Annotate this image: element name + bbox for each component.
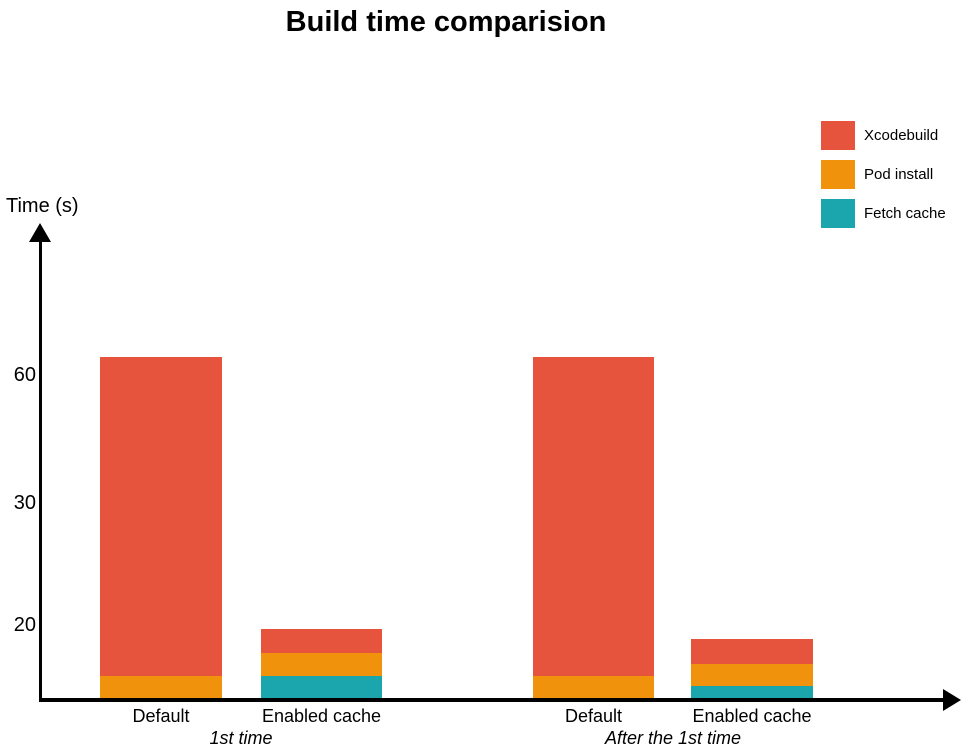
x-category-label-1st-time-enabled-cache: Enabled cache [261, 706, 382, 726]
legend-label: Pod install [864, 166, 934, 183]
bar-segment-after-the-1st-time-enabled-cache-pod-install [691, 664, 813, 686]
x-category-label-1st-time-default: Default [132, 706, 190, 726]
bar-segment-1st-time-enabled-cache-pod-install [261, 653, 382, 676]
x-category-label-after-the-1st-time-default: Default [564, 706, 623, 726]
x-category-label-after-the-1st-time-enabled-cache: Enabled cache [692, 706, 812, 726]
bar-segment-after-the-1st-time-default-pod-install [533, 676, 654, 698]
bar-segment-1st-time-default-xcodebuild [100, 357, 222, 676]
bar-segment-1st-time-default-pod-install [100, 676, 222, 698]
legend-swatch-fetch-cache [821, 199, 855, 228]
legend-item-pod-install: Pod install [821, 160, 946, 189]
bar-segment-after-the-1st-time-default-xcodebuild [533, 357, 654, 676]
bar-segment-after-the-1st-time-enabled-cache-xcodebuild [691, 639, 813, 664]
legend-swatch-xcodebuild [821, 121, 855, 150]
chart-title: Build time comparision [285, 6, 607, 38]
bar-segment-after-the-1st-time-enabled-cache-fetch-cache [691, 686, 813, 698]
bar-segment-1st-time-enabled-cache-xcodebuild [261, 629, 382, 653]
y-tick-label-60: 60 [13, 364, 36, 386]
y-tick-label-20: 20 [13, 614, 36, 636]
group-label-after-the-1st-time: After the 1st time [604, 728, 742, 748]
legend-item-fetch-cache: Fetch cache [821, 199, 946, 228]
legend-label: Fetch cache [864, 205, 946, 222]
x-axis-line [40, 698, 945, 702]
bar-segment-1st-time-enabled-cache-fetch-cache [261, 676, 382, 698]
legend: Xcodebuild Pod install Fetch cache [821, 121, 946, 238]
y-tick-label-30: 30 [13, 492, 36, 514]
y-axis-line [39, 238, 42, 702]
legend-label: Xcodebuild [864, 127, 939, 144]
y-axis-title: Time (s) [6, 195, 79, 217]
legend-swatch-pod-install [821, 160, 855, 189]
group-label-1st-time: 1st time [209, 728, 273, 748]
legend-item-xcodebuild: Xcodebuild [821, 121, 946, 150]
x-axis-arrowhead [943, 689, 961, 711]
y-axis-arrowhead [29, 223, 51, 242]
